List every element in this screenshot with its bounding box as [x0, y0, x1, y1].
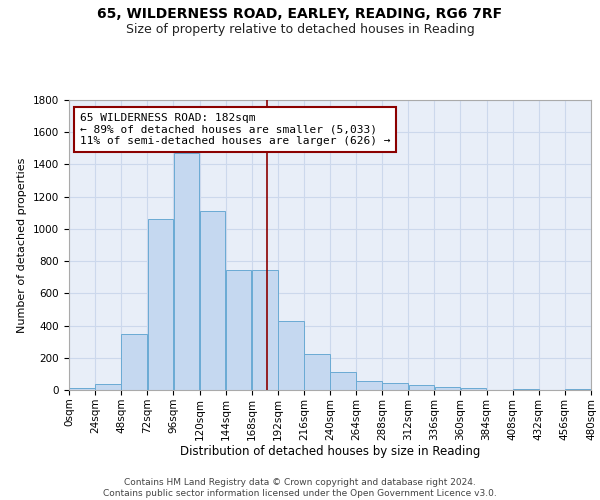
Bar — [434, 387, 460, 390]
Bar — [226, 270, 251, 390]
Text: 65, WILDERNESS ROAD, EARLEY, READING, RG6 7RF: 65, WILDERNESS ROAD, EARLEY, READING, RG… — [97, 8, 503, 22]
Text: Size of property relative to detached houses in Reading: Size of property relative to detached ho… — [125, 22, 475, 36]
Bar — [409, 385, 434, 390]
Bar — [121, 334, 147, 390]
Bar — [304, 354, 330, 390]
Bar — [200, 211, 226, 390]
Bar — [513, 389, 539, 390]
Bar — [565, 389, 591, 390]
Bar — [330, 372, 356, 390]
Bar — [173, 153, 199, 390]
Text: Contains HM Land Registry data © Crown copyright and database right 2024.
Contai: Contains HM Land Registry data © Crown c… — [103, 478, 497, 498]
Y-axis label: Number of detached properties: Number of detached properties — [17, 158, 28, 332]
Bar — [148, 219, 173, 390]
Bar — [95, 384, 121, 390]
Bar — [278, 320, 304, 390]
Bar — [356, 381, 382, 390]
Bar — [461, 388, 487, 390]
Bar — [69, 388, 95, 390]
Text: 65 WILDERNESS ROAD: 182sqm
← 89% of detached houses are smaller (5,033)
11% of s: 65 WILDERNESS ROAD: 182sqm ← 89% of deta… — [80, 113, 391, 146]
Bar — [382, 383, 408, 390]
X-axis label: Distribution of detached houses by size in Reading: Distribution of detached houses by size … — [180, 446, 480, 458]
Bar — [252, 270, 278, 390]
